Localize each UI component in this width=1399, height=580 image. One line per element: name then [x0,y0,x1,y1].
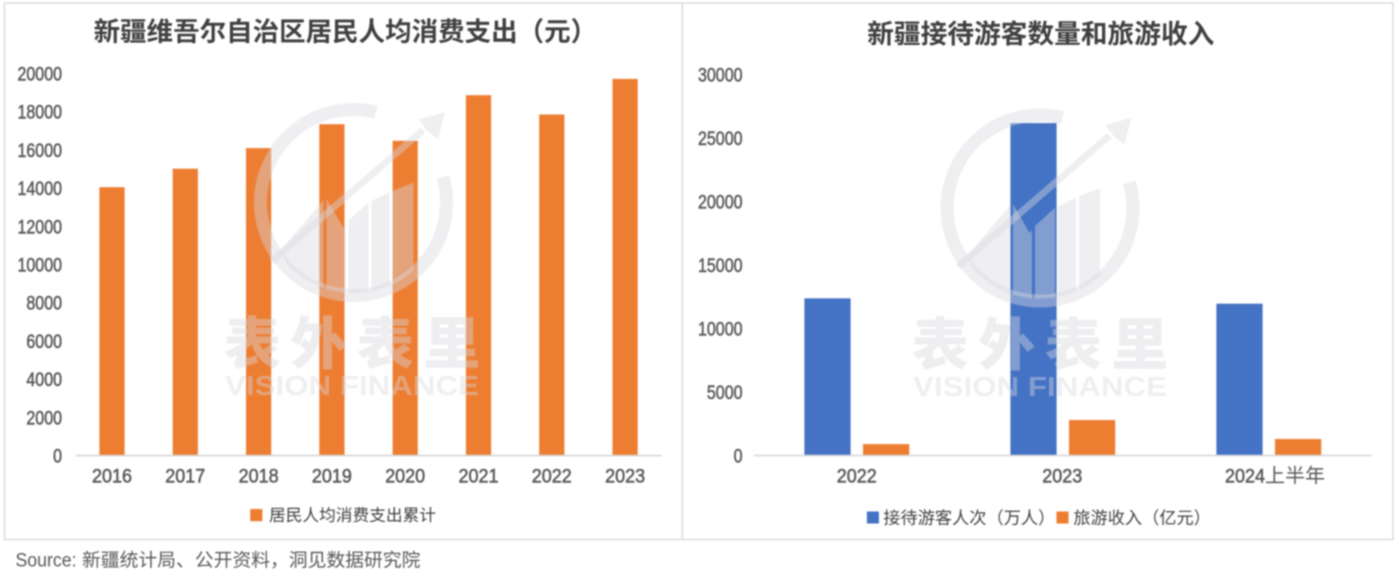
svg-text:10000: 10000 [698,319,743,341]
svg-text:2023: 2023 [605,466,645,488]
svg-text:VISION FINANCE: VISION FINANCE [225,370,479,401]
svg-text:2017: 2017 [165,466,205,488]
svg-text:2018: 2018 [239,466,279,488]
svg-text:16000: 16000 [18,140,63,162]
svg-text:30000: 30000 [698,65,743,87]
svg-text:4000: 4000 [26,369,62,391]
svg-text:VISION FINANCE: VISION FINANCE [913,371,1167,402]
svg-text:12000: 12000 [18,216,63,238]
svg-text:2019: 2019 [312,466,352,488]
svg-text:2016: 2016 [92,466,132,488]
svg-text:25000: 25000 [698,128,743,150]
svg-text:6000: 6000 [26,331,62,353]
svg-text:18000: 18000 [18,102,63,124]
svg-text:5000: 5000 [707,382,743,404]
svg-text:2022: 2022 [532,466,572,488]
svg-text:2024: 2024 [1225,466,1265,488]
svg-text:2020: 2020 [385,466,425,488]
svg-text:10000: 10000 [18,255,63,277]
svg-text:2000: 2000 [26,407,62,429]
svg-text:2023: 2023 [1042,466,1082,488]
svg-text:20000: 20000 [698,192,743,214]
svg-text:Source:: Source: [16,551,77,572]
svg-text:2022: 2022 [837,466,877,488]
svg-text:15000: 15000 [698,255,743,277]
svg-text:0: 0 [734,445,743,467]
svg-text:0: 0 [53,446,62,468]
svg-text:2021: 2021 [459,466,499,488]
svg-text:14000: 14000 [18,178,63,200]
svg-text:20000: 20000 [18,64,63,86]
svg-text:8000: 8000 [26,293,62,315]
